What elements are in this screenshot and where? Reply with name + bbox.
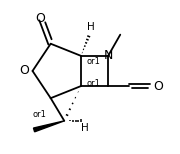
Text: H: H <box>87 22 95 32</box>
Text: N: N <box>104 49 114 62</box>
Text: O: O <box>154 80 163 93</box>
Text: H: H <box>81 123 89 133</box>
Polygon shape <box>33 121 64 132</box>
Text: or1: or1 <box>33 110 46 119</box>
Text: or1: or1 <box>87 57 101 66</box>
Text: or1: or1 <box>87 79 101 87</box>
Text: O: O <box>35 12 45 24</box>
Text: O: O <box>19 65 29 77</box>
